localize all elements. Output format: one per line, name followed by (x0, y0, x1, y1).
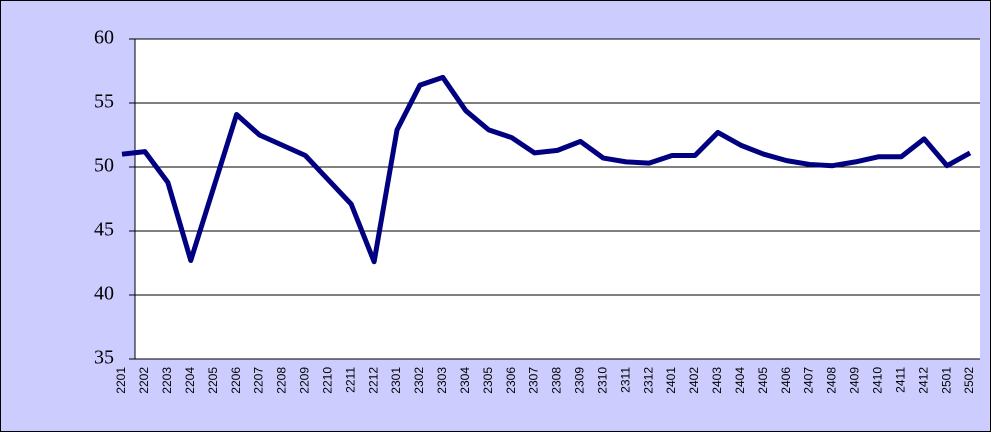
x-tick-label: 2211 (343, 367, 357, 393)
x-tick-label: 2409 (848, 367, 862, 394)
x-tick-label: 2401 (664, 367, 678, 394)
y-tick-label: 60 (94, 27, 114, 49)
x-tick-label: 2208 (275, 367, 289, 394)
x-tick-label: 2412 (916, 367, 930, 394)
x-tick-label: 2308 (550, 367, 564, 394)
x-tick-label: 2306 (504, 367, 518, 394)
plot-area (135, 39, 980, 359)
x-tick-label: 2305 (481, 367, 495, 394)
x-tick-label: 2309 (573, 367, 587, 394)
x-tick-label: 2207 (252, 367, 266, 394)
x-tick-label: 2403 (710, 367, 724, 394)
x-tick-label: 2411 (893, 367, 907, 393)
x-tick-label: 2210 (320, 367, 334, 394)
x-tick-label: 2204 (183, 367, 197, 394)
x-tick-label: 2307 (527, 367, 541, 394)
x-tick-label: 2410 (870, 367, 884, 394)
x-tick-label: 2206 (229, 367, 243, 394)
x-tick-label: 2303 (435, 367, 449, 394)
x-tick-label: 2301 (389, 367, 403, 394)
line-series (121, 74, 972, 265)
x-tick-label: 2407 (802, 367, 816, 394)
x-tick-label: 2203 (160, 367, 174, 394)
x-tick-label: 2202 (137, 367, 151, 394)
x-tick-label: 2402 (687, 367, 701, 394)
x-tick-label: 2212 (366, 367, 380, 394)
x-tick-label: 2408 (825, 367, 839, 394)
x-tick-label: 2310 (595, 367, 609, 394)
x-tick-label: 2302 (412, 367, 426, 394)
y-tick-label: 35 (94, 347, 114, 369)
x-tick-label: 2311 (618, 367, 632, 393)
x-tick-label: 2404 (733, 367, 747, 394)
x-tick-label: 2209 (298, 367, 312, 394)
x-tick-label: 2501 (939, 367, 953, 394)
x-tick-label: 2201 (114, 367, 128, 394)
x-tick-label: 2205 (206, 367, 220, 394)
x-tick-label: 2304 (458, 367, 472, 394)
x-tick-label: 2312 (641, 367, 655, 394)
x-tick-label: 2405 (756, 367, 770, 394)
y-tick-label: 40 (94, 283, 114, 305)
x-tick-label: 2406 (779, 367, 793, 394)
y-tick-label: 50 (94, 155, 114, 177)
y-tick-label: 55 (94, 91, 114, 113)
x-tick-label: 2502 (962, 367, 976, 394)
y-tick-label: 45 (94, 219, 114, 241)
